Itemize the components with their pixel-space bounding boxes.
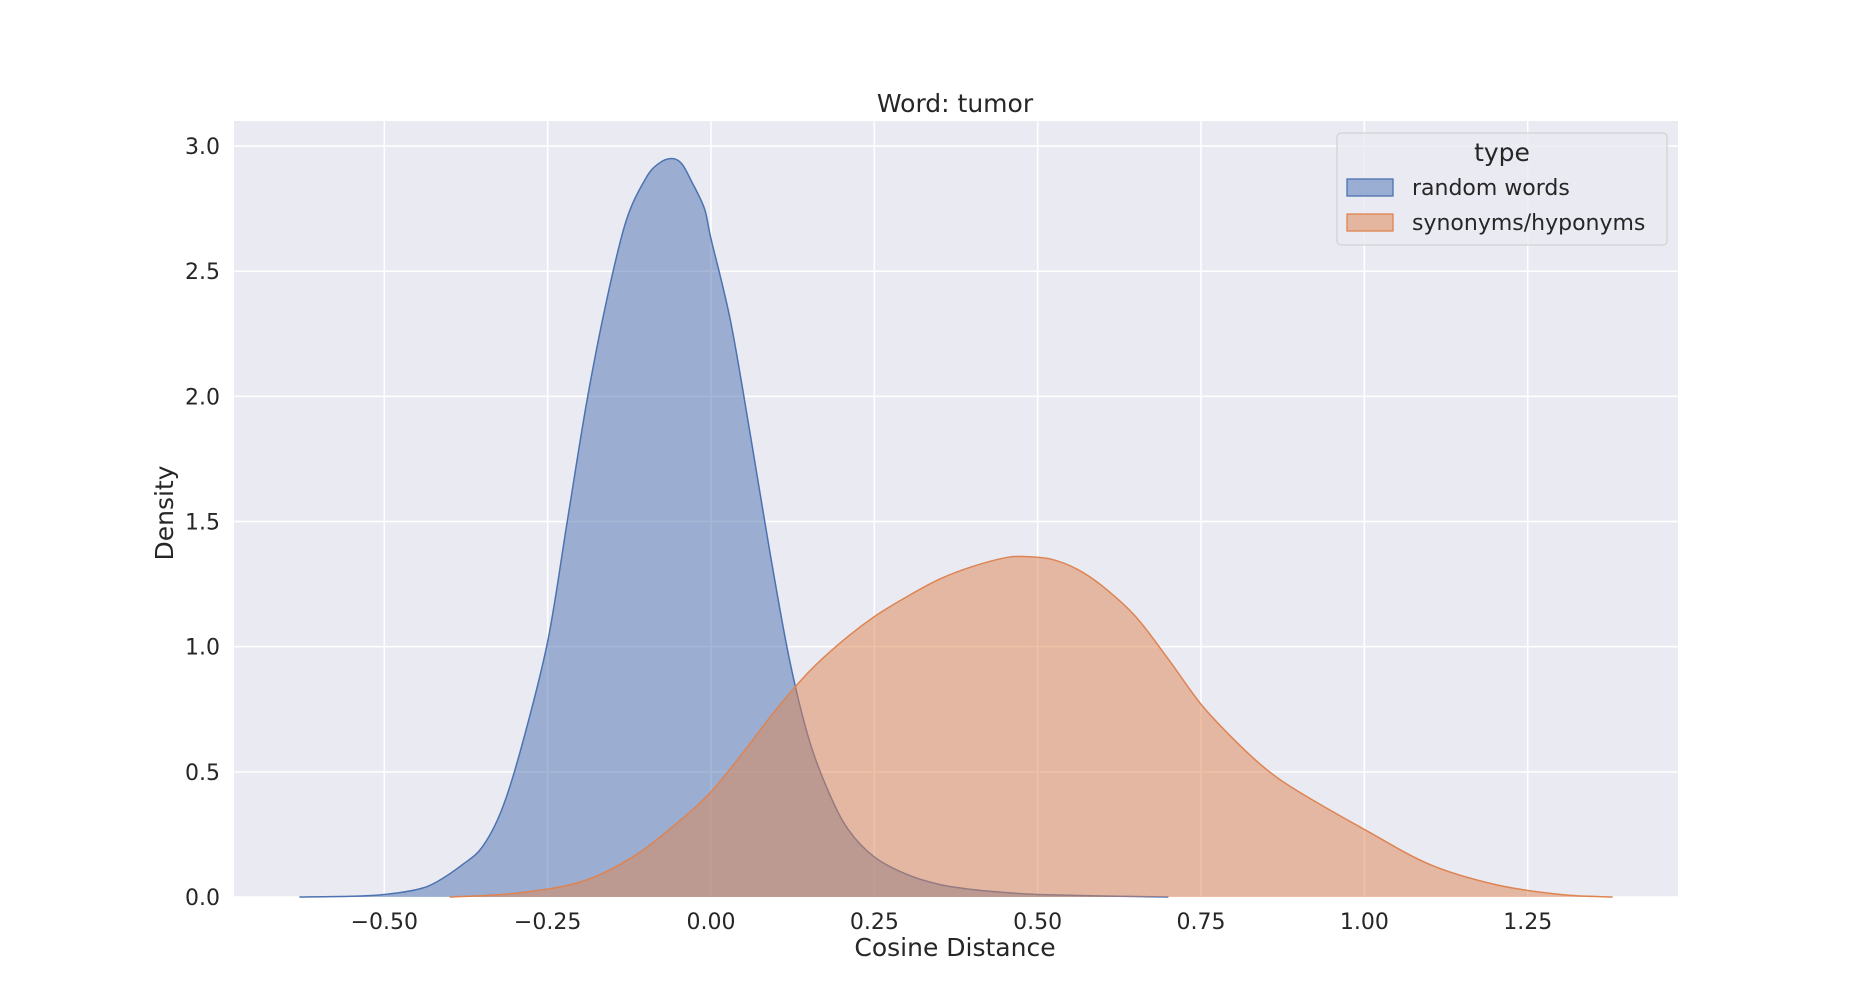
legend-label-random-words: random words <box>1412 176 1570 201</box>
x-tick-label: 0.75 <box>1177 910 1226 935</box>
legend: type random words synonyms/hyponyms <box>1336 132 1668 246</box>
x-tick-label: 0.25 <box>850 910 899 935</box>
density-area-synonyms-hyponyms <box>449 556 1613 897</box>
x-tick-label: 0.00 <box>686 910 735 935</box>
legend-swatch-random-words <box>1346 178 1394 197</box>
y-tick-label: 0.5 <box>185 761 220 786</box>
y-tick-label: 1.0 <box>185 636 220 661</box>
y-tick-label: 2.0 <box>185 385 220 410</box>
density-area-random-words <box>299 158 1169 898</box>
legend-label-synonyms-hyponyms: synonyms/hyponyms <box>1412 211 1645 236</box>
legend-swatch-synonyms-hyponyms <box>1346 213 1394 232</box>
density-areas <box>299 157 1613 898</box>
y-tick-label: 2.5 <box>185 260 220 285</box>
x-tick-label: −0.50 <box>351 910 418 935</box>
x-tick-label: 1.00 <box>1340 910 1389 935</box>
y-tick-label: 1.5 <box>185 511 220 536</box>
y-axis-title: Density <box>150 465 179 560</box>
legend-title: type <box>1474 138 1530 167</box>
y-tick-label: 0.0 <box>185 886 220 911</box>
x-tick-label: 1.25 <box>1503 910 1552 935</box>
x-axis-title: Cosine Distance <box>854 933 1055 962</box>
y-tick-label: 3.0 <box>185 135 220 160</box>
axis-ticks: −0.50 −0.25 0.00 0.25 0.50 0.75 1.00 1.25 0.0 0.5… <box>185 135 1552 935</box>
x-tick-label: 0.50 <box>1013 910 1062 935</box>
density-line-synonyms-hyponyms <box>449 555 1613 898</box>
chart-title: Word: tumor <box>877 89 1034 118</box>
legend-frame <box>1336 132 1668 246</box>
x-tick-label: −0.25 <box>514 910 581 935</box>
